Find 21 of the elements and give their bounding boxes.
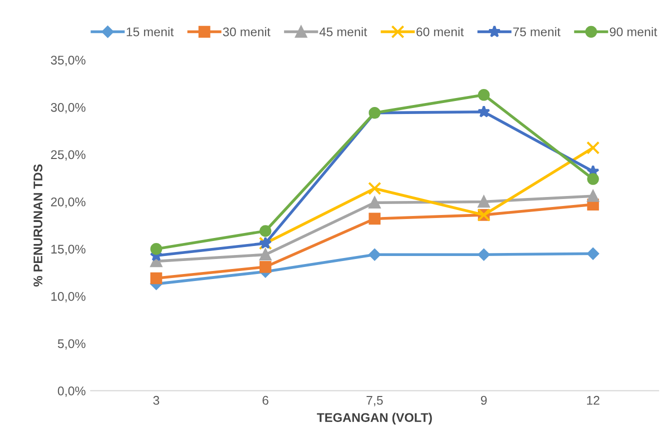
legend-label: 90 menit xyxy=(610,27,658,36)
y-tick-label: 30,0% xyxy=(50,102,86,114)
y-tick-label: 35,0% xyxy=(50,56,86,66)
legend-label: 75 menit xyxy=(513,27,560,36)
y-tick-label: 15,0% xyxy=(51,244,86,256)
y-tick-label: 0,0% xyxy=(58,386,86,397)
x-tick-label: 6 xyxy=(262,396,268,405)
legend-label: 45 menit xyxy=(319,27,368,36)
y-tick-label: 10,0% xyxy=(51,292,86,302)
y-axis-title: % PENURUNAN TDS xyxy=(34,164,42,286)
legend-label: 15 menit xyxy=(126,27,174,36)
legend-label: 30 menit xyxy=(222,27,270,36)
x-tick-label: 7,5 xyxy=(366,396,383,406)
y-tick-label: 5,0% xyxy=(58,339,86,350)
x-tick-label: 3 xyxy=(153,396,160,405)
x-tick-label: 9 xyxy=(480,396,487,405)
legend-label: 60 menit xyxy=(416,27,464,36)
y-tick-label: 25,0% xyxy=(51,150,86,161)
x-axis-title: TEGANGAN (VOLT) xyxy=(316,412,432,424)
y-tick-label: 20,0% xyxy=(51,198,86,208)
x-tick-label: 12 xyxy=(587,396,600,405)
